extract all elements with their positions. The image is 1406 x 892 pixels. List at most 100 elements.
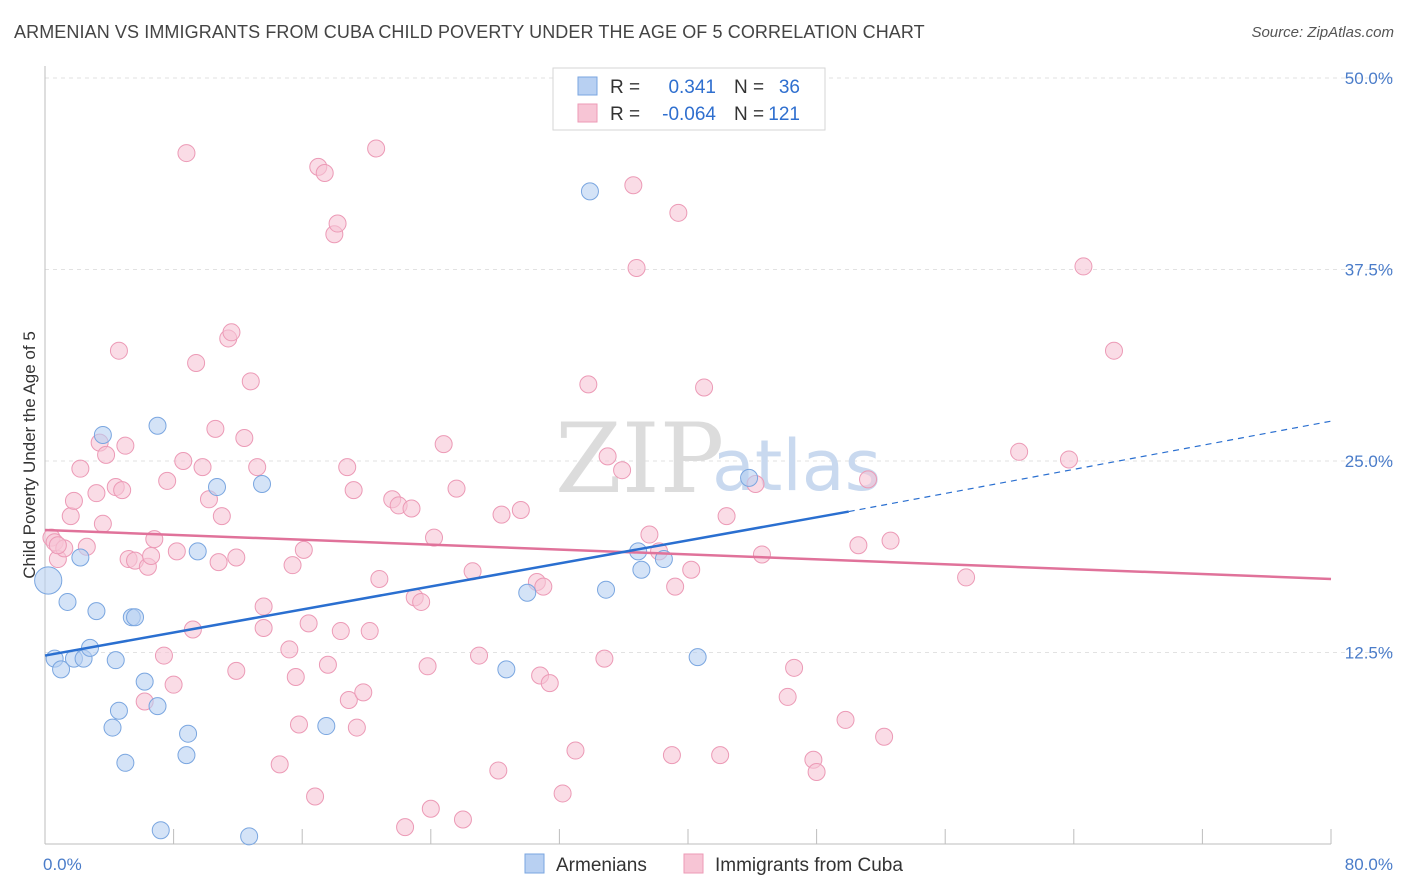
cuba-point (93, 514, 112, 533)
chart-title: ARMENIAN VS IMMIGRANTS FROM CUBA CHILD P… (14, 22, 925, 42)
x-tick-label: 0.0% (43, 855, 82, 874)
armenians-point (317, 717, 336, 736)
axes-layer (44, 66, 1332, 845)
stats-legend-n-value: 121 (768, 104, 800, 125)
cuba-point (174, 452, 193, 470)
cuba-point (434, 435, 453, 454)
cuba-point (470, 646, 489, 665)
cuba-point (412, 592, 431, 611)
cuba-point (666, 577, 685, 596)
cuba-point (566, 741, 585, 760)
armenians-point (52, 660, 71, 679)
tick-labels: 12.5% 25.0% 37.5% 50.0% 0.0% 80.0% (43, 69, 1393, 874)
y-tick-label: 37.5% (1345, 261, 1393, 280)
cuba-point (254, 618, 273, 637)
cuba-point (306, 787, 325, 806)
cuba-point (711, 746, 730, 765)
series-immigrants-from-cuba (42, 139, 1123, 837)
stats-legend-r-value: -0.064 (662, 104, 716, 125)
cuba-point (534, 577, 553, 596)
cuba-point (418, 657, 437, 676)
cuba-point (695, 378, 714, 397)
stats-legend: R = 0.341 N = 36 R = -0.064 N = 121 (552, 67, 826, 131)
armenians-point (34, 566, 63, 595)
legend-swatch-armenians (524, 853, 545, 874)
cuba-point (154, 646, 173, 665)
armenians-point (87, 602, 106, 621)
armenians-point (518, 583, 537, 602)
cuba-point (447, 479, 466, 498)
chart-source: Source: ZipAtlas.com (1251, 24, 1394, 41)
cuba-point (875, 727, 894, 746)
cuba-point (1059, 450, 1078, 469)
stats-legend-box (552, 67, 826, 131)
cuba-point (209, 553, 228, 572)
cuba-point (370, 569, 389, 588)
y-tick-label: 12.5% (1345, 644, 1393, 663)
watermark-atlas: atlas (712, 425, 881, 507)
watermark: ZIP atlas (555, 403, 881, 515)
cuba-point (167, 542, 186, 561)
cuba-point (752, 545, 771, 564)
armenians-point (103, 718, 122, 737)
cuba-point (778, 687, 797, 706)
cuba-point (489, 761, 508, 780)
cuba-point (553, 784, 572, 803)
cuba-point (396, 818, 415, 837)
cuba-point (61, 507, 80, 526)
cuba-point (859, 470, 878, 489)
armenians-point (253, 474, 272, 493)
stats-legend-n-value: 36 (779, 77, 800, 98)
stats-legend-r-label: R = (610, 77, 640, 98)
cuba-point (193, 458, 212, 477)
grid-layer (45, 77, 1395, 653)
cuba-point (227, 548, 246, 567)
cuba-point (669, 203, 688, 222)
bottom-legend: Armenians Immigrants from Cuba (524, 853, 903, 876)
cuba-point (807, 762, 826, 781)
cuba-point (283, 556, 302, 575)
armenians-point (188, 542, 207, 561)
cuba-point (402, 499, 421, 518)
cuba-point (87, 484, 106, 503)
armenians-point (148, 697, 167, 716)
armenians-point (135, 672, 154, 691)
cuba-point (836, 710, 855, 729)
cuba-point (344, 481, 363, 500)
cuba-point (177, 144, 196, 163)
cuba-point (254, 597, 273, 616)
cuba-point (338, 458, 357, 477)
cuba-point (315, 163, 334, 182)
trend-lines (44, 420, 1332, 657)
cuba-point (360, 622, 379, 641)
cuba-point (511, 501, 530, 520)
cuba-point (849, 536, 868, 555)
cuba-point (212, 507, 231, 526)
cuba-point (116, 436, 135, 455)
stats-legend-swatch-cuba (577, 103, 598, 123)
armenians-point (179, 724, 198, 743)
cuba-point (347, 718, 366, 737)
watermark-zip: ZIP (555, 403, 724, 515)
cuba-point (328, 214, 347, 233)
armenians-point (597, 580, 616, 599)
cuba-point (142, 546, 161, 565)
armenians-point (126, 608, 145, 627)
legend-swatch-cuba (683, 853, 704, 874)
armenians-point (240, 827, 259, 846)
cuba-point (289, 715, 308, 734)
armenians-point (116, 753, 135, 772)
armenians-point (106, 651, 125, 670)
armenians-point (58, 592, 77, 611)
legend-label-armenians: Armenians (556, 855, 647, 876)
cuba-point (248, 458, 267, 477)
cuba-point (48, 536, 67, 555)
stats-legend-r-value: 0.341 (668, 77, 716, 98)
armenians-point (177, 746, 196, 765)
legend-label-cuba: Immigrants from Cuba (715, 855, 903, 876)
cuba-point (682, 560, 701, 579)
armenians-point (208, 478, 227, 497)
armenians-point (93, 425, 112, 444)
cuba-point (367, 139, 386, 158)
